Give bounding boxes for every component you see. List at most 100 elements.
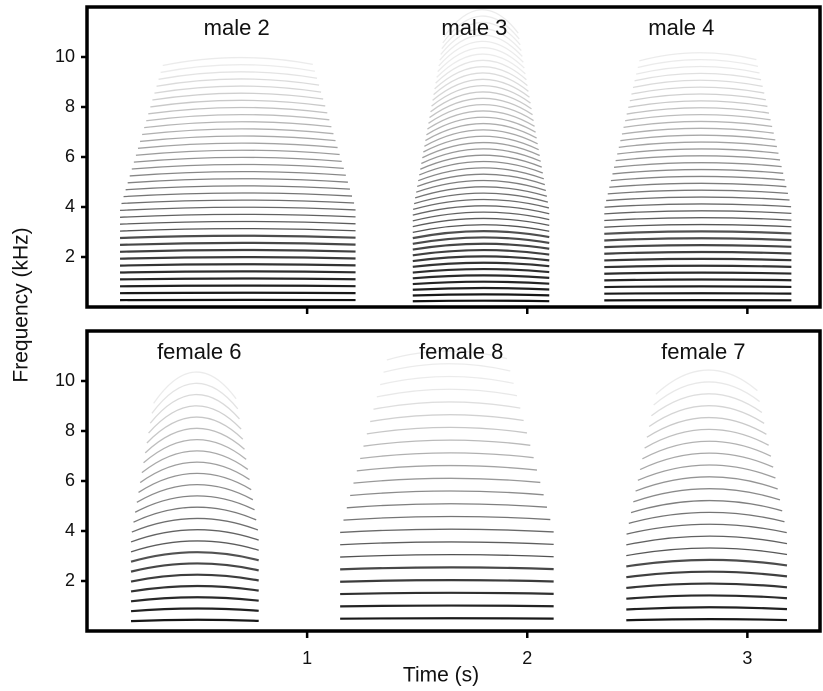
harmonic [148, 106, 328, 115]
harmonic [639, 452, 774, 471]
harmonic [133, 156, 342, 163]
harmonic [130, 573, 259, 583]
harmonic [604, 217, 792, 222]
harmonic [432, 78, 530, 101]
annotation: male 3 [441, 15, 507, 40]
harmonic [637, 58, 759, 69]
harmonic [152, 92, 324, 101]
harmonic [412, 286, 550, 291]
harmonic [633, 488, 781, 503]
harmonic [604, 230, 792, 235]
harmonic [434, 66, 528, 90]
harmonic [612, 168, 784, 175]
harmonic [428, 103, 534, 124]
harmonic [604, 257, 792, 262]
harmonic [420, 154, 542, 170]
harmonic [604, 210, 792, 215]
y-tick-label: 10 [55, 46, 75, 66]
harmonic [340, 591, 554, 596]
harmonic [119, 220, 356, 225]
harmonic [130, 607, 259, 613]
harmonic [386, 350, 508, 361]
harmonic [606, 196, 790, 202]
harmonic [142, 128, 334, 136]
harmonic [626, 535, 788, 546]
harmonic [426, 116, 536, 136]
y-tick-label: 10 [55, 370, 75, 390]
harmonic [119, 263, 356, 267]
harmonic [416, 173, 546, 188]
harmonic [134, 495, 255, 513]
harmonic [346, 503, 548, 509]
y-tick-label: 8 [65, 420, 75, 440]
annotation: female 8 [419, 339, 503, 364]
x-axis-label: Time (s) [403, 664, 479, 687]
harmonic [417, 167, 545, 182]
annotation: female 7 [661, 339, 745, 364]
y-axis-label: Frequency (kHz) [10, 227, 33, 382]
harmonic [626, 594, 788, 600]
harmonic [419, 160, 544, 176]
harmonic [609, 182, 787, 188]
y-tick-label: 2 [65, 570, 75, 590]
harmonic [130, 596, 259, 603]
harmonic [437, 47, 525, 73]
harmonic [424, 129, 538, 147]
harmonic [648, 405, 765, 428]
harmonic [412, 293, 550, 297]
harmonic [412, 274, 550, 280]
harmonic [130, 584, 259, 593]
harmonic [617, 148, 779, 155]
harmonic [628, 511, 785, 524]
harmonic [626, 523, 787, 535]
harmonic [442, 15, 520, 44]
harmonic [119, 206, 356, 212]
harmonic [412, 211, 550, 222]
y-tick-label: 4 [65, 520, 75, 540]
harmonic [439, 34, 523, 61]
annotation: female 6 [157, 339, 241, 364]
harmonic [120, 277, 356, 281]
harmonic [655, 369, 758, 395]
harmonic [441, 21, 521, 50]
harmonic [125, 185, 350, 191]
harmonic [366, 426, 528, 435]
harmonic [412, 299, 550, 303]
harmonic [119, 241, 356, 247]
harmonic [158, 71, 318, 80]
harmonic [604, 278, 792, 282]
harmonic [412, 198, 550, 211]
x-tick-label: 1 [302, 648, 312, 668]
harmonic [630, 499, 783, 514]
harmonic [412, 261, 550, 268]
harmonic [151, 382, 239, 414]
harmonic [604, 285, 792, 289]
harmonic [340, 578, 554, 583]
harmonic [413, 192, 549, 205]
harmonic [137, 142, 338, 149]
y-tick-label: 8 [65, 96, 75, 116]
harmonic [412, 224, 550, 234]
harmonic [154, 85, 322, 94]
y-tick-label: 2 [65, 246, 75, 266]
harmonic [613, 162, 782, 168]
harmonic [412, 248, 550, 257]
harmonic [412, 205, 550, 216]
harmonic [356, 464, 538, 472]
harmonic [412, 230, 550, 240]
harmonic [340, 528, 554, 534]
harmonic [146, 113, 330, 122]
harmonic [343, 515, 551, 521]
harmonic [130, 551, 259, 563]
harmonic [626, 547, 788, 557]
harmonic [119, 213, 356, 218]
harmonic [340, 566, 554, 571]
harmonic [162, 56, 313, 67]
harmonic [423, 135, 539, 153]
harmonic [376, 388, 518, 398]
harmonic [139, 135, 336, 143]
harmonic [131, 163, 344, 170]
y-tick-label: 6 [65, 470, 75, 490]
harmonic [438, 40, 524, 67]
harmonic [121, 199, 355, 205]
